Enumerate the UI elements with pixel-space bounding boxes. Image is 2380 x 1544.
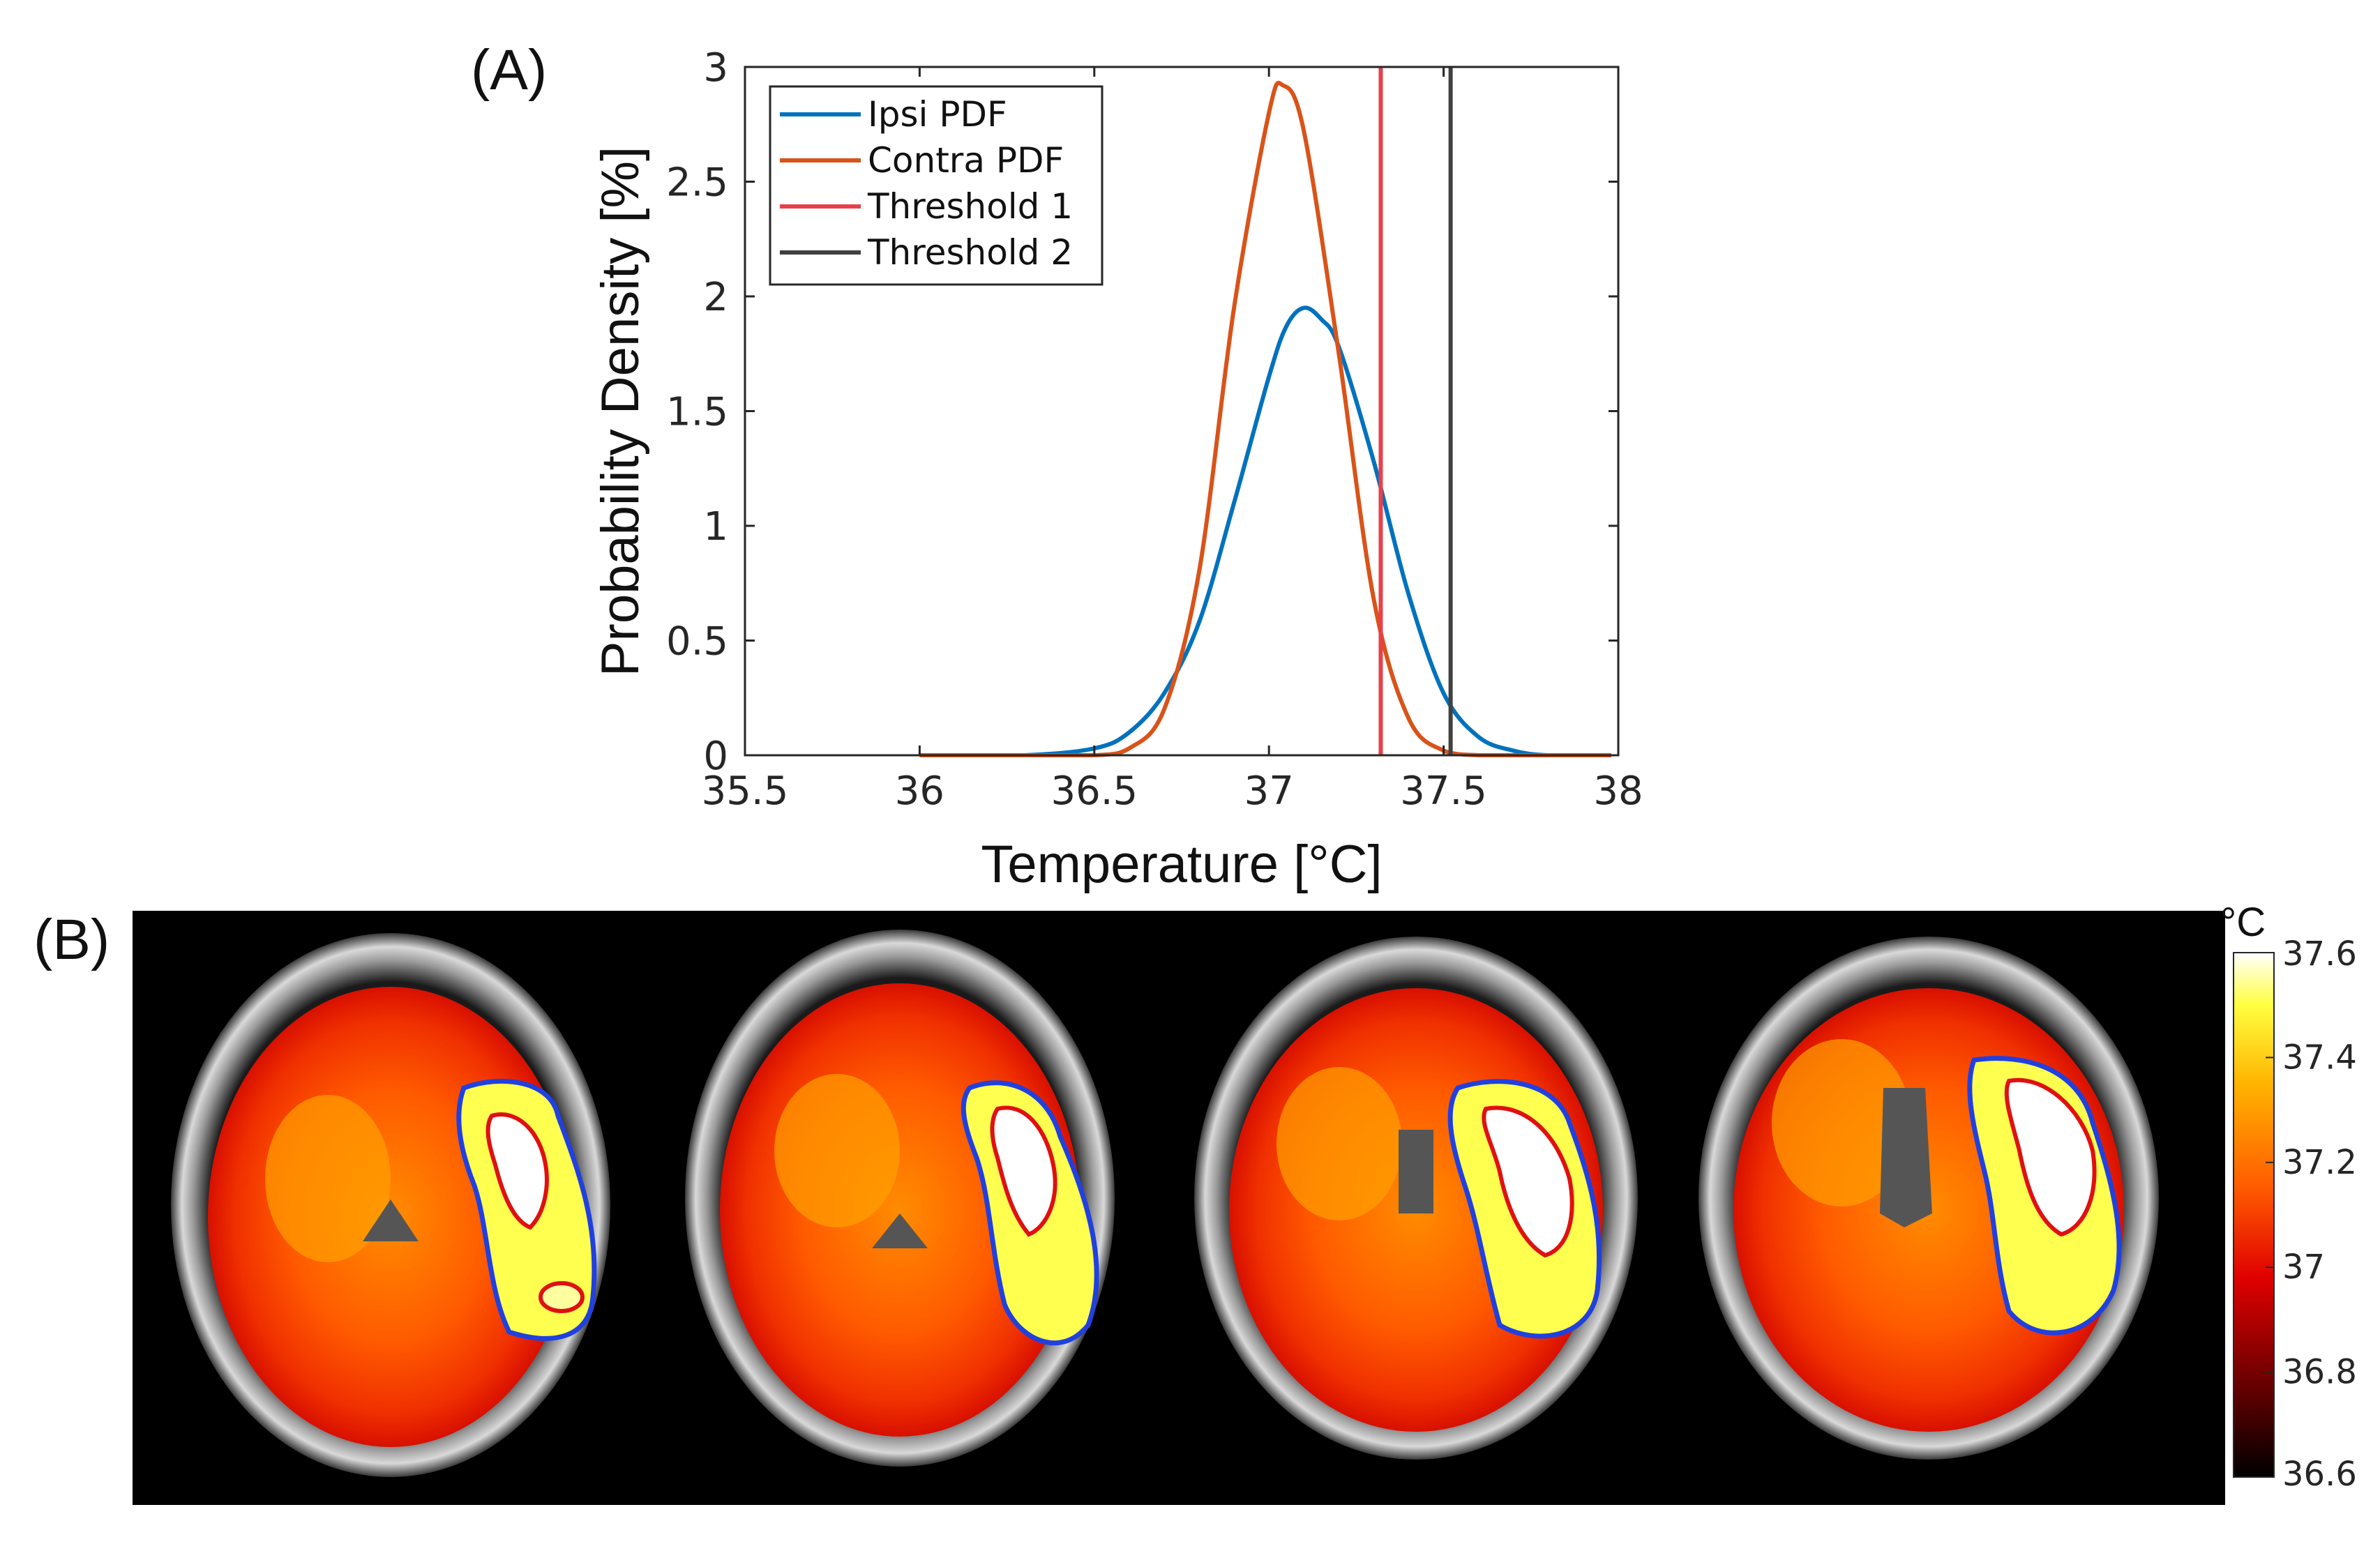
pdf-chart: 35.5 36 36.5 37 37.5 38 0 0.5 1 1.5 2 2.5 3 Tempera… <box>591 45 1643 894</box>
y-axis-title: Probability Density [%] <box>591 146 650 676</box>
legend-entries: Ipsi PDF Contra PDF Threshold 1 Threshold 2 <box>780 94 1073 273</box>
x-tick-label: 35.5 <box>702 769 789 814</box>
y-tick-label: 0.5 <box>666 619 728 665</box>
warm-region <box>1772 1039 1911 1206</box>
legend-label: Ipsi PDF <box>868 94 1007 135</box>
ventricle <box>872 1213 928 1248</box>
colorbar-tick-label: 36.6 <box>2282 1455 2357 1494</box>
colorbar-tick-label: 37.2 <box>2282 1143 2357 1182</box>
y-tick-label: 2.5 <box>666 160 728 206</box>
panel-a-label: (A) <box>471 38 547 102</box>
colorbar-tick-label: 36.8 <box>2282 1353 2357 1392</box>
series-layer <box>919 67 1611 758</box>
panel-b-label: (B) <box>33 908 110 971</box>
y-tick-label: 1.5 <box>666 390 728 435</box>
lesion-red-spot <box>538 1281 585 1313</box>
legend-label: Threshold 2 <box>867 232 1073 273</box>
warm-region <box>265 1095 391 1262</box>
series-ipsi-pdf <box>919 305 1611 758</box>
series-contra-pdf <box>919 80 1611 758</box>
mri-slice-1 <box>171 933 610 1477</box>
mri-slice-4 <box>1699 937 2159 1460</box>
x-axis-title: Temperature [°C] <box>981 835 1382 894</box>
legend-label: Threshold 1 <box>867 186 1073 227</box>
x-tick-labels: 35.5 36 36.5 37 37.5 38 <box>702 769 1643 814</box>
y-tick-label: 0 <box>703 734 728 779</box>
colorbar-tick-label: 37 <box>2282 1248 2325 1287</box>
colorbar: °C 37.6 37.4 37.2 37 36.8 36.6 <box>2220 900 2357 1494</box>
lesion-red-contour <box>990 1105 1057 1237</box>
colorbar-ticks: 37.6 37.4 37.2 37 36.8 36.6 <box>2266 934 2357 1494</box>
colorbar-tick-label: 37.6 <box>2282 934 2357 974</box>
y-tick-labels: 0 0.5 1 1.5 2 2.5 3 <box>666 45 728 779</box>
ventricle <box>1880 1088 1932 1227</box>
lesion-red-contour <box>1482 1105 1574 1258</box>
warm-region <box>1276 1067 1402 1220</box>
lesion-red-contour <box>485 1112 549 1230</box>
y-tick-label: 1 <box>703 504 728 550</box>
colorbar-tick-label: 37.4 <box>2282 1038 2357 1077</box>
y-tick-label: 3 <box>703 45 728 91</box>
x-tick-label: 36 <box>895 769 944 814</box>
x-tick-label: 36.5 <box>1050 769 1138 814</box>
lesion-red-contour <box>2004 1077 2097 1237</box>
legend: Ipsi PDF Contra PDF Threshold 1 Threshold 2 <box>769 85 1104 286</box>
x-tick-label: 37.5 <box>1400 769 1487 814</box>
x-tick-label: 38 <box>1593 769 1643 814</box>
y-tick-label: 2 <box>703 275 728 320</box>
x-tick-label: 37 <box>1244 769 1294 814</box>
colorbar-gradient <box>2233 952 2275 1478</box>
mri-slice-2 <box>685 930 1115 1467</box>
warm-region <box>774 1074 900 1227</box>
legend-label: Contra PDF <box>868 140 1064 181</box>
ventricle <box>363 1199 419 1241</box>
colorbar-unit: °C <box>2220 900 2266 945</box>
ventricle <box>1399 1130 1433 1213</box>
axes <box>744 66 1620 757</box>
mri-slice-3 <box>1194 937 1638 1460</box>
brain-image-strip <box>133 911 2225 1505</box>
